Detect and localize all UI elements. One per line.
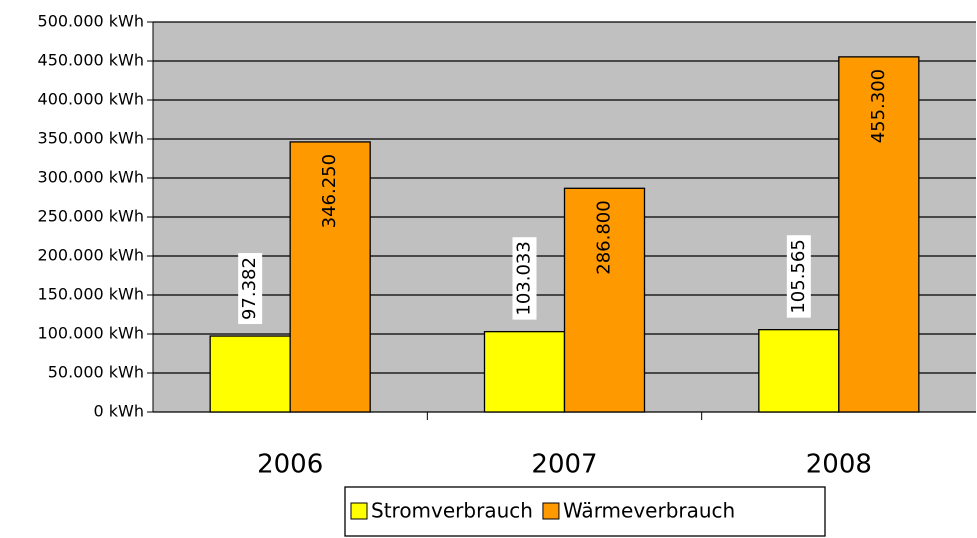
y-tick-label: 450.000 kWh [38,51,144,70]
data-label: 286.800 [594,200,615,274]
data-label-bg [512,237,537,320]
data-label: 346.250 [319,154,340,228]
legend-label: Wärmeverbrauch [563,499,735,523]
bar [838,56,920,413]
y-tick-label: 50.000 kWh [48,363,144,382]
data-label: 105.565 [788,239,809,313]
bar [758,329,840,413]
bar [209,335,291,413]
x-tick-label: 2008 [806,450,872,480]
legend-label: Stromverbrauch [371,499,533,523]
data-label-bg [786,235,811,318]
y-tick-label: 500.000 kWh [38,12,144,31]
bar [289,141,371,413]
y-tick-label: 300.000 kWh [38,168,144,187]
bar [563,187,646,413]
legend-swatch [542,502,560,520]
y-tick-label: 150.000 kWh [38,285,144,304]
legend-box [344,486,826,537]
y-tick-label: 250.000 kWh [38,207,144,226]
data-label: 97.382 [239,257,260,320]
bar [483,330,566,413]
data-label-bg [238,253,263,325]
y-tick-label: 400.000 kWh [38,90,144,109]
data-label: 103.033 [514,241,535,315]
y-tick-label: 350.000 kWh [38,129,144,148]
y-tick-label: 0 kWh [94,402,145,421]
y-tick-label: 200.000 kWh [38,246,144,265]
y-tick-label: 100.000 kWh [38,324,144,343]
x-tick-label: 2007 [531,450,597,480]
data-label: 455.300 [868,69,889,143]
legend-swatch [350,502,368,520]
x-tick-label: 2006 [257,450,323,480]
